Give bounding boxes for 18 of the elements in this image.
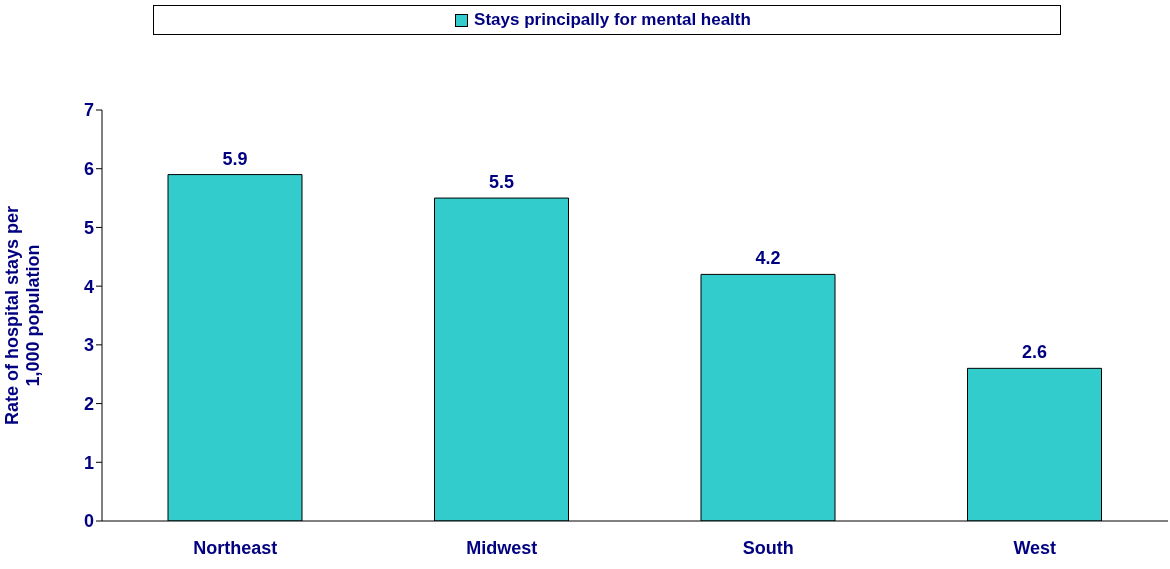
y-axis-title: Rate of hospital stays per 1,000 population (2, 205, 43, 426)
data-label: 5.5 (488, 172, 515, 193)
y-tick-label: 3 (83, 335, 94, 356)
x-tick-label: South (742, 537, 794, 558)
x-tick-label: Northeast (193, 537, 278, 558)
y-tick-label: 1 (83, 452, 94, 473)
data-label: 2.6 (1021, 342, 1048, 363)
x-tick-label: Midwest (466, 537, 538, 558)
y-tick-label: 4 (83, 276, 94, 297)
y-tick-label: 2 (83, 393, 94, 414)
data-label: 5.9 (222, 148, 248, 169)
y-tick-label: 7 (83, 100, 94, 121)
y-tick-label: 6 (83, 159, 94, 180)
y-tick-label: 0 (83, 511, 94, 532)
data-label: 4.2 (755, 248, 781, 269)
legend-label: Stays principally for mental health (474, 10, 751, 30)
y-tick-label: 5 (83, 217, 94, 238)
x-tick-label: West (1013, 537, 1057, 558)
